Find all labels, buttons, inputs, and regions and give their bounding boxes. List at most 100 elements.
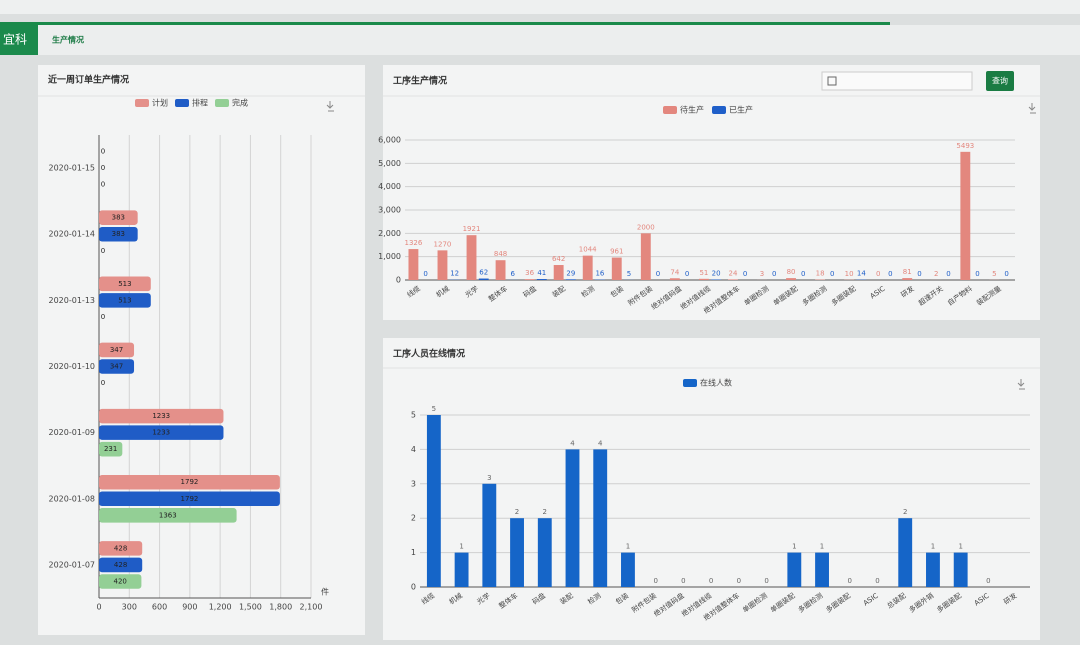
bar	[565, 279, 576, 280]
bar	[99, 276, 151, 292]
y-tick-label: 0	[396, 276, 401, 285]
data-label: 41	[537, 269, 546, 277]
data-label: 513	[118, 296, 131, 304]
bar	[553, 265, 564, 280]
y-tick-label: 1,000	[378, 252, 401, 261]
header-line	[0, 22, 890, 25]
download-icon[interactable]	[1028, 103, 1036, 114]
bar	[99, 359, 135, 374]
legend-label: 已生产	[729, 105, 753, 115]
data-label: 81	[903, 268, 912, 276]
y-tick-label: 5,000	[378, 159, 401, 168]
bar	[537, 518, 552, 587]
data-label: 24	[728, 269, 737, 277]
download-icon[interactable]	[1017, 379, 1025, 390]
data-label: 18	[816, 270, 825, 278]
date-picker[interactable]	[821, 71, 973, 91]
data-label: 848	[494, 250, 507, 258]
calendar-icon	[827, 76, 837, 86]
data-label: 4	[598, 439, 603, 447]
legend-label: 排程	[192, 98, 208, 108]
y-tick-label: 2020-01-14	[49, 230, 96, 239]
y-tick-label: 2020-01-13	[49, 296, 96, 305]
data-label: 0	[101, 313, 105, 321]
bar	[582, 255, 593, 280]
bar	[926, 552, 940, 587]
bar	[99, 474, 280, 490]
data-label: 80	[787, 268, 796, 276]
data-label: 642	[552, 255, 565, 263]
x-tick-label: 900	[182, 603, 197, 612]
panel	[38, 65, 365, 635]
data-label: 2	[515, 508, 519, 516]
legend-label: 完成	[232, 98, 248, 108]
bar	[621, 552, 635, 587]
bar	[99, 541, 143, 556]
query-button[interactable]	[986, 71, 1014, 91]
data-label: 1363	[159, 511, 177, 519]
tab[interactable]: 生产情况	[52, 35, 84, 45]
bar	[99, 210, 138, 225]
data-label: 6	[511, 270, 516, 278]
legend-swatch	[712, 106, 726, 114]
bar	[495, 260, 506, 280]
bar	[510, 518, 524, 587]
panel-title: 工序生产情况	[393, 75, 447, 87]
y-tick-label: 2	[411, 514, 416, 523]
panel-title: 工序人员在线情况	[393, 348, 465, 360]
data-label: 1	[792, 543, 796, 551]
bar	[454, 552, 469, 587]
data-label: 0	[737, 577, 741, 585]
data-label: 1	[958, 543, 962, 551]
data-label: 29	[566, 269, 575, 277]
data-label: 74	[670, 268, 679, 276]
x-tick-label: 2,100	[300, 603, 323, 612]
bar	[536, 279, 547, 280]
legend-swatch	[663, 106, 677, 114]
legend-swatch	[135, 99, 149, 107]
bar	[786, 278, 796, 280]
data-label: 1	[626, 543, 630, 551]
bar	[466, 235, 477, 280]
bar	[698, 278, 709, 280]
bar	[478, 278, 489, 280]
bar	[99, 425, 224, 440]
data-label: 0	[876, 270, 880, 278]
bar	[953, 552, 968, 587]
data-label: 0	[101, 379, 105, 387]
data-label: 1233	[152, 412, 170, 420]
data-label: 0	[101, 181, 105, 189]
data-label: 3	[760, 270, 764, 278]
legend-label: 在线人数	[700, 378, 732, 388]
data-label: 961	[610, 248, 623, 256]
data-label: 5	[627, 270, 631, 278]
data-label: 0	[101, 164, 105, 172]
data-label: 14	[857, 270, 866, 278]
bar	[408, 249, 419, 280]
tab-bar	[38, 25, 1080, 55]
data-label: 428	[114, 544, 127, 552]
bar	[728, 279, 738, 280]
bar	[99, 342, 135, 358]
download-icon[interactable]	[326, 101, 334, 112]
y-tick-label: 3,000	[378, 206, 401, 215]
y-tick-label: 0	[411, 583, 416, 592]
data-label: 1233	[152, 429, 170, 437]
data-label: 36	[525, 269, 534, 277]
bar	[482, 483, 497, 587]
legend-label: 待生产	[680, 105, 704, 115]
data-label: 513	[118, 280, 131, 288]
bar	[898, 518, 913, 587]
x-axis-name: 件	[321, 587, 329, 597]
bar	[426, 415, 441, 587]
y-tick-label: 1	[411, 548, 416, 557]
bar	[99, 441, 123, 457]
legend-swatch	[175, 99, 189, 107]
data-label: 1	[459, 543, 463, 551]
data-label: 383	[112, 214, 125, 222]
data-label: 0	[743, 270, 747, 278]
data-label: 420	[114, 577, 127, 585]
data-label: 1326	[405, 239, 423, 247]
data-label: 2000	[637, 223, 655, 231]
